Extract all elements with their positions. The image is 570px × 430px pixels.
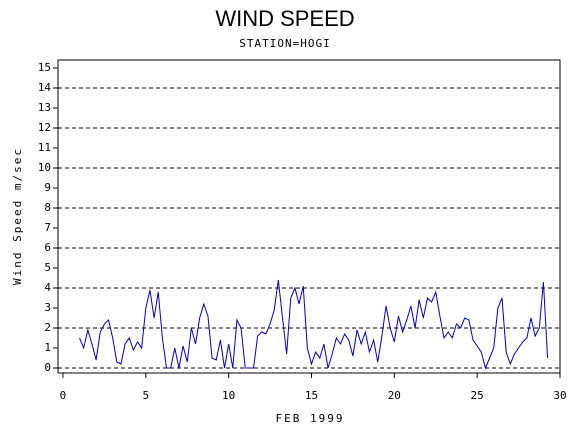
y-tick-label: 15 bbox=[38, 61, 51, 74]
y-tick-label: 6 bbox=[44, 241, 51, 254]
y-tick-label: 7 bbox=[44, 221, 51, 234]
y-tick-label: 3 bbox=[44, 301, 51, 314]
y-tick-label: 8 bbox=[44, 201, 51, 214]
y-tick-label: 4 bbox=[44, 281, 51, 294]
y-tick-label: 12 bbox=[38, 121, 51, 134]
y-tick-label: 2 bbox=[44, 321, 51, 334]
x-tick-label: 20 bbox=[388, 389, 401, 402]
x-tick-label: 10 bbox=[222, 389, 235, 402]
chart-subtitle: STATION=HOGI bbox=[239, 37, 330, 50]
y-tick-label: 5 bbox=[44, 261, 51, 274]
x-tick-label: 0 bbox=[60, 389, 67, 402]
y-axis-label: Wind Speed m/sec bbox=[11, 147, 24, 285]
x-axis-label: FEB 1999 bbox=[276, 412, 345, 425]
x-tick-label: 15 bbox=[305, 389, 318, 402]
y-tick-label: 0 bbox=[44, 361, 51, 374]
x-tick-label: 30 bbox=[553, 389, 566, 402]
y-tick-label: 14 bbox=[38, 81, 52, 94]
x-tick-label: 5 bbox=[142, 389, 149, 402]
y-tick-label: 1 bbox=[44, 341, 51, 354]
data-line bbox=[79, 279, 549, 370]
chart-title: WIND SPEED bbox=[215, 6, 354, 31]
plot-frame bbox=[57, 59, 561, 374]
y-tick-label: 9 bbox=[44, 181, 51, 194]
y-tick-label: 10 bbox=[38, 161, 51, 174]
y-tick-label: 13 bbox=[38, 101, 51, 114]
y-tick-label: 11 bbox=[38, 141, 51, 154]
x-tick-label: 25 bbox=[471, 389, 484, 402]
